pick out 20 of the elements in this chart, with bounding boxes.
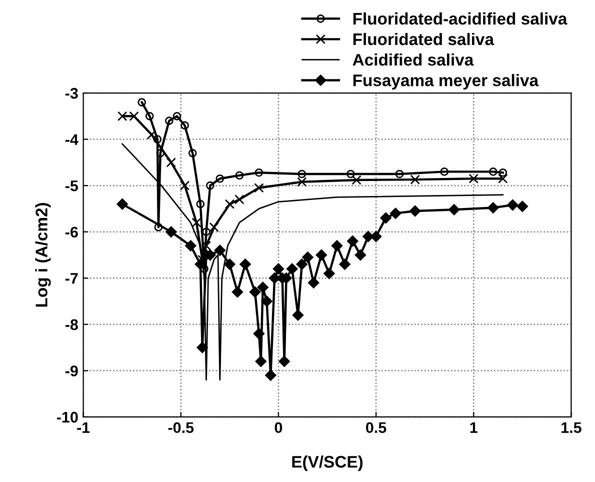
y-tick-label: -9 xyxy=(65,366,78,376)
legend-label: Fluoridated saliva xyxy=(353,32,494,46)
x-tick-label: 0 xyxy=(274,422,282,434)
y-tick-label: -4 xyxy=(65,134,78,145)
y-tick-label: -8 xyxy=(65,319,78,330)
y-tick-label: -7 xyxy=(65,273,78,284)
x-tick-label: 1.5 xyxy=(562,422,582,434)
y-tick-label: -5 xyxy=(65,180,78,192)
legend-label: Fusayama meyer saliva xyxy=(353,74,539,90)
x-tick-label: -1 xyxy=(77,422,90,433)
legend-label: Fluoridated-acidified saliva xyxy=(353,12,568,25)
y-tick-label: -10 xyxy=(56,412,78,423)
x-tick-label: 0.5 xyxy=(366,422,386,434)
y-tick-label: -3 xyxy=(65,88,78,99)
x-tick-label: 1 xyxy=(470,422,478,433)
y-tick-label: -6 xyxy=(65,226,78,238)
y-axis-title: Log i (A/cm2) xyxy=(35,203,51,307)
x-tick-label: -0.5 xyxy=(168,422,194,434)
x-axis-title: E(V/SCE) xyxy=(292,455,363,472)
legend-label: Acidified saliva xyxy=(352,53,474,66)
